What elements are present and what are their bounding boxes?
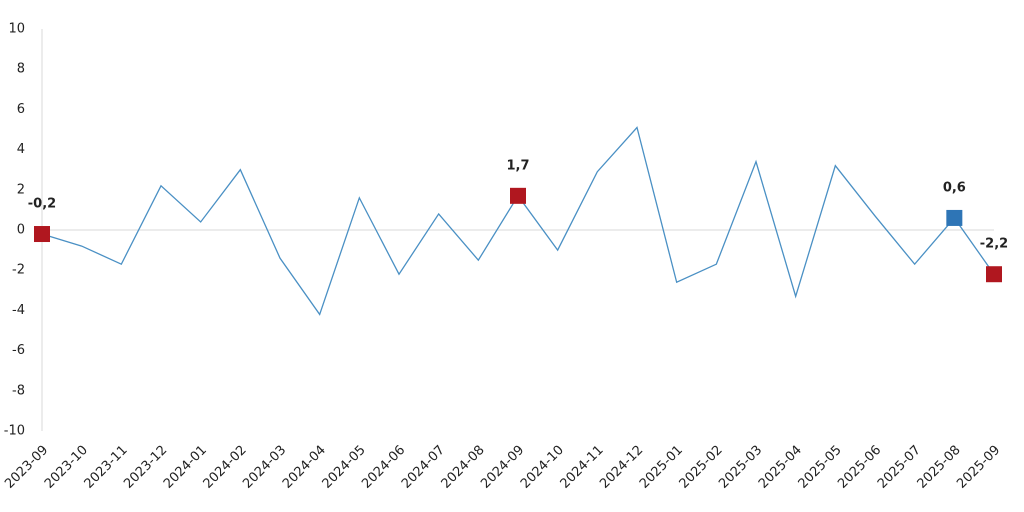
marker bbox=[34, 226, 50, 243]
value-label: 1,7 bbox=[506, 158, 529, 173]
y-tick-label: -2 bbox=[12, 263, 25, 278]
marker bbox=[946, 209, 963, 226]
value-label: -0,2 bbox=[28, 197, 56, 212]
y-tick-label: 4 bbox=[17, 142, 25, 157]
y-tick-label: -10 bbox=[4, 424, 25, 439]
y-tick-label: 10 bbox=[8, 22, 25, 37]
y-tick-label: 6 bbox=[17, 102, 25, 117]
y-tick-label: -6 bbox=[12, 343, 25, 358]
x-tick-label: 2025-09 bbox=[954, 443, 1003, 492]
line bbox=[41, 126, 995, 316]
y-tick-label: 8 bbox=[17, 62, 25, 77]
value-label: 0,6 bbox=[943, 180, 966, 195]
value-label: -2,2 bbox=[980, 237, 1008, 252]
y-tick-label: -4 bbox=[12, 303, 25, 318]
marker bbox=[510, 187, 526, 204]
y-tick-label: -8 bbox=[12, 383, 25, 398]
y-tick-label: 2 bbox=[17, 182, 25, 197]
y-tick-label: 0 bbox=[17, 223, 25, 238]
marker bbox=[986, 266, 1002, 283]
